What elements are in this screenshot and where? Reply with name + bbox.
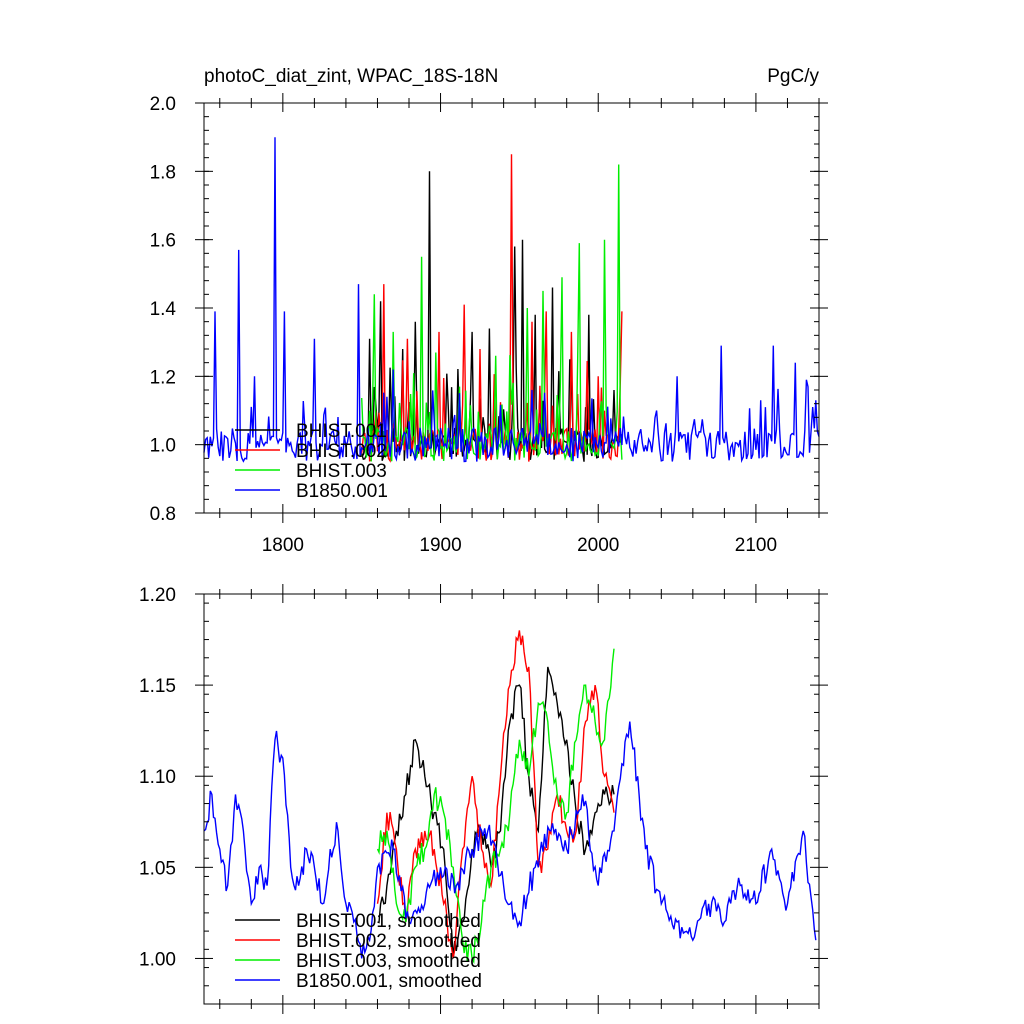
y-tick-label: 2.0 (150, 94, 176, 115)
legend-label: BHIST.002 (296, 441, 387, 462)
y-tick-label: 1.8 (150, 162, 176, 183)
top-series-group (203, 137, 820, 464)
bottom-series-group (203, 630, 817, 965)
legend-label: BHIST.001 (296, 421, 387, 442)
x-tick-label: 2100 (735, 535, 777, 556)
y-tick-label: 1.00 (139, 949, 176, 970)
series-line-bhist-003-smoothed (376, 648, 615, 965)
y-tick-label: 1.6 (150, 231, 176, 252)
top-chart-panel: photoC_diat_zint, WPAC_18S-18N PgC/y 180… (150, 66, 828, 556)
series-line-b1850-001-smoothed (203, 721, 817, 959)
legend-label: B1850.001 (296, 481, 388, 502)
x-tick-label: 2000 (577, 535, 619, 556)
x-tick-label: 1900 (419, 535, 461, 556)
y-tick-label: 1.0 (150, 436, 176, 457)
y-tick-label: 1.4 (150, 299, 177, 320)
y-tick-label: 0.8 (150, 504, 176, 525)
y-tick-label: 1.2 (150, 367, 176, 388)
chart-title: photoC_diat_zint, WPAC_18S-18N (204, 66, 498, 87)
series-line-bhist-001-smoothed (377, 666, 615, 959)
series-line-bhist-003 (361, 164, 623, 462)
legend-label: BHIST.002, smoothed (296, 931, 481, 952)
y-tick-label: 1.05 (139, 858, 176, 879)
y-tick-label: 1.20 (139, 585, 176, 606)
y-tick-label: 1.15 (139, 676, 176, 697)
bottom-chart-panel: 1.00 1.05 1.10 1.15 1.20 BHIST.001, smoothed… (139, 584, 828, 1014)
bottom-axes: 1.00 1.05 1.10 1.15 1.20 (139, 584, 828, 1014)
top-axes: 1800 1900 2000 2100 0.8 1.0 1.2 1.4 1.6 1.8 2.0 (150, 93, 828, 556)
units-label: PgC/y (767, 66, 819, 87)
y-tick-label: 1.10 (139, 767, 176, 788)
legend-label: BHIST.001, smoothed (296, 911, 481, 932)
bottom-plot-frame (203, 593, 820, 1005)
legend-label: BHIST.003 (296, 461, 387, 482)
series-line-b1850-001 (203, 137, 820, 464)
series-line-bhist-002 (361, 154, 623, 463)
legend-label: B1850.001, smoothed (296, 971, 482, 992)
x-tick-label: 1800 (262, 535, 304, 556)
legend-label: BHIST.003, smoothed (296, 951, 481, 972)
series-line-bhist-002-smoothed (376, 630, 615, 959)
